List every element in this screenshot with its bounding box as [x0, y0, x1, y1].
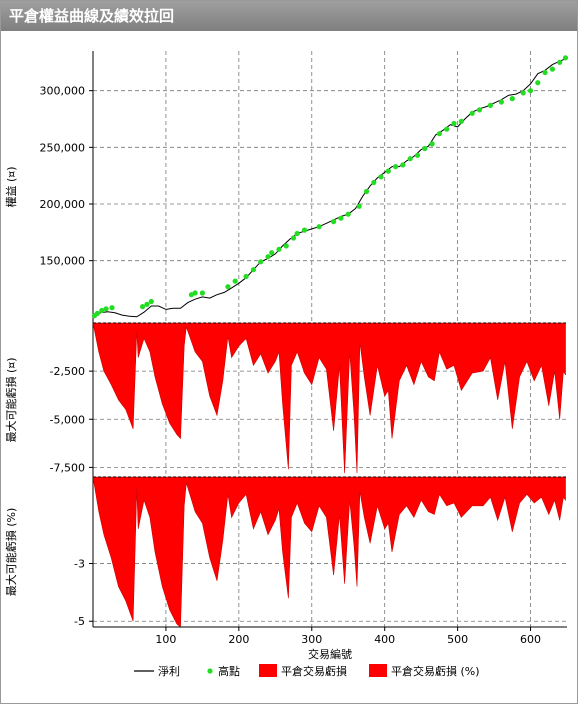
- data-point-高點: [549, 66, 556, 72]
- data-point-高點: [469, 110, 475, 116]
- data-point-高點: [476, 107, 483, 113]
- y-tick-label: -3: [74, 558, 85, 571]
- x-tick-label: 600: [520, 633, 541, 646]
- drawdown-area: [92, 476, 566, 628]
- y-tick-label: -5: [74, 615, 85, 628]
- data-point-高點: [316, 224, 322, 230]
- x-tick-label: 100: [155, 633, 176, 646]
- data-point-高點: [294, 230, 300, 237]
- data-point-高點: [103, 306, 109, 312]
- x-tick-label: 400: [374, 633, 395, 646]
- data-point-高點: [140, 304, 146, 310]
- data-point-高點: [509, 96, 515, 102]
- data-point-高點: [301, 227, 308, 233]
- x-axis-label: 交易編號: [308, 647, 352, 661]
- data-point-高點: [225, 284, 231, 290]
- data-point-高點: [276, 246, 282, 252]
- data-point-高點: [144, 301, 150, 307]
- series-line-淨利: [92, 58, 566, 318]
- window-title: 平倉權益曲線及績效拉回: [1, 1, 577, 31]
- data-point-高點: [458, 118, 464, 124]
- data-point-高點: [243, 273, 249, 280]
- data-point-高點: [283, 243, 289, 249]
- data-point-高點: [148, 298, 154, 305]
- data-point-高點: [94, 310, 100, 316]
- data-point-高點: [429, 141, 435, 147]
- legend-label: 平倉交易虧損 (%): [391, 664, 480, 678]
- data-point-高點: [400, 162, 406, 168]
- data-point-高點: [199, 290, 205, 296]
- data-point-高點: [269, 250, 275, 256]
- legend-label: 淨利: [158, 665, 180, 678]
- y-axis-label: 最大可能虧損 (¤): [4, 357, 18, 442]
- legend-label: 平倉交易虧損: [281, 664, 347, 678]
- x-tick-label: 300: [301, 633, 322, 646]
- y-tick-label: 250,000: [40, 141, 86, 154]
- data-point-高點: [498, 99, 504, 105]
- data-point-高點: [192, 290, 198, 296]
- data-point-高點: [407, 156, 413, 162]
- data-point-高點: [487, 102, 493, 108]
- data-point-高點: [385, 168, 391, 174]
- data-point-高點: [444, 126, 450, 132]
- y-tick-label: -5,000: [50, 413, 85, 426]
- drawdown-area: [92, 322, 566, 474]
- data-point-高點: [393, 164, 399, 170]
- data-point-高點: [265, 254, 271, 260]
- data-point-高點: [250, 267, 256, 273]
- data-point-高點: [422, 145, 428, 152]
- data-point-高點: [414, 152, 421, 158]
- data-point-高點: [99, 307, 105, 314]
- data-point-高點: [338, 215, 344, 221]
- data-point-高點: [109, 305, 115, 311]
- data-point-高點: [290, 235, 297, 241]
- data-point-高點: [378, 174, 384, 180]
- y-tick-label: -2,500: [50, 365, 85, 378]
- data-point-高點: [451, 120, 457, 127]
- y-axis-label: 最大可能虧損 (%): [4, 508, 18, 597]
- data-point-高點: [436, 131, 442, 137]
- y-tick-label: 150,000: [40, 255, 86, 268]
- data-point-高點: [535, 80, 541, 86]
- y-tick-label: -7,500: [50, 461, 85, 474]
- data-point-高點: [527, 88, 534, 94]
- data-point-高點: [562, 55, 569, 61]
- y-axis-label: 權益 (¤): [4, 166, 18, 207]
- data-point-高點: [542, 69, 548, 76]
- legend-swatch-box: [369, 664, 387, 677]
- y-tick-label: 300,000: [40, 85, 86, 98]
- data-point-高點: [232, 278, 238, 284]
- y-tick-label: 200,000: [40, 198, 86, 211]
- data-point-高點: [557, 59, 563, 65]
- data-point-高點: [356, 203, 362, 209]
- data-point-高點: [331, 219, 337, 225]
- legend-swatch-dot: [207, 668, 213, 674]
- chart-canvas: 150,000 200,000 250,000 300,000 權益 (¤) -2,500…: [4, 51, 569, 678]
- data-point-高點: [371, 179, 377, 186]
- data-point-高點: [258, 259, 264, 265]
- x-tick-label: 200: [228, 633, 249, 646]
- legend-swatch-box: [259, 664, 277, 677]
- data-point-高點: [345, 211, 351, 217]
- data-point-高點: [363, 188, 370, 195]
- legend-label: 高點: [218, 664, 240, 678]
- data-point-高點: [520, 90, 526, 96]
- x-tick-label: 500: [447, 633, 468, 646]
